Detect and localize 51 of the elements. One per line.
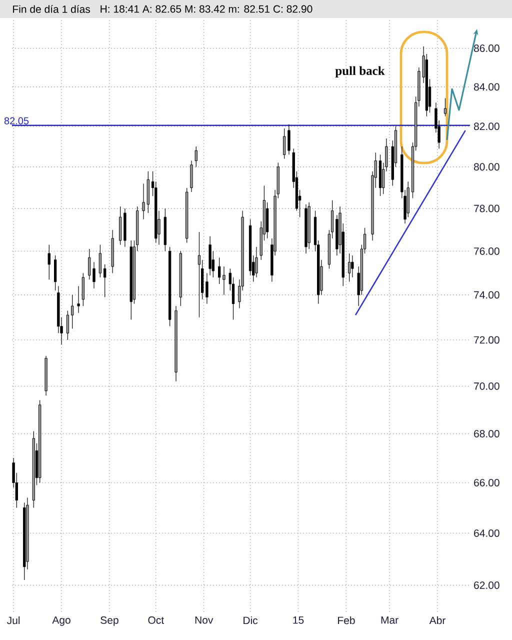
y-tick-label: 80.00 (474, 163, 500, 171)
candlestick (208, 236, 212, 276)
y-tick-label: 72.00 (474, 336, 500, 344)
candlestick (206, 272, 208, 304)
x-tick-label: Nov (195, 616, 214, 624)
candlestick (54, 255, 57, 291)
candlestick (48, 244, 50, 280)
candlestick (222, 266, 226, 296)
x-tick-label: Mar (381, 616, 398, 624)
y-tick-label: 66.00 (474, 478, 500, 486)
candlestick (98, 244, 102, 278)
x-tick-label: 15 (293, 616, 304, 624)
y-tick-label: 76.00 (474, 247, 500, 255)
candlestick (71, 294, 74, 329)
candlestick (142, 183, 145, 220)
annotation: pull back (335, 66, 385, 78)
candlestick (198, 232, 201, 318)
candlestick (288, 124, 290, 155)
x-tick-label: Feb (338, 616, 355, 624)
chart-subtitle: H: 18:41 A: 82.65 M: 83.42 m: 82.51 C: 82.90 (100, 5, 312, 13)
candlestick (104, 264, 106, 298)
y-tick-label: 62.00 (474, 582, 500, 589)
candlestick (348, 253, 351, 282)
y-tick-label: 78.00 (474, 204, 500, 212)
y-tick-label: 70.00 (474, 382, 500, 390)
candlestick (118, 206, 122, 246)
chart-title: Fin de día 1 días (13, 5, 90, 13)
candlestick (82, 272, 85, 306)
x-tick-label: Ago (52, 616, 70, 626)
y-tick-label: 82.00 (474, 122, 500, 130)
x-tick-label: Sep (100, 616, 118, 626)
y-tick-label: 64.00 (474, 529, 500, 537)
candlestick (282, 128, 286, 160)
x-tick-label: Oct (148, 616, 164, 624)
candlestick (255, 246, 258, 278)
candlestick (190, 160, 193, 192)
y-tick-label: 74.00 (474, 291, 500, 299)
candlestick (218, 257, 221, 284)
x-tick-label: Jul (7, 616, 20, 624)
y-tick-label: 86.00 (474, 44, 500, 52)
y-tick-label: 68.00 (474, 430, 500, 438)
candlestick (77, 286, 80, 314)
y-tick-label: 84.00 (474, 83, 500, 91)
ref-line-label: 82.05 (4, 117, 29, 124)
candlestick (266, 202, 269, 239)
candlestick (444, 98, 447, 117)
x-tick-label: Abr (429, 616, 446, 624)
candlestick (351, 255, 354, 278)
candlestick (194, 146, 198, 168)
x-tick-label: Dic (244, 616, 258, 624)
candlestick (66, 310, 70, 340)
